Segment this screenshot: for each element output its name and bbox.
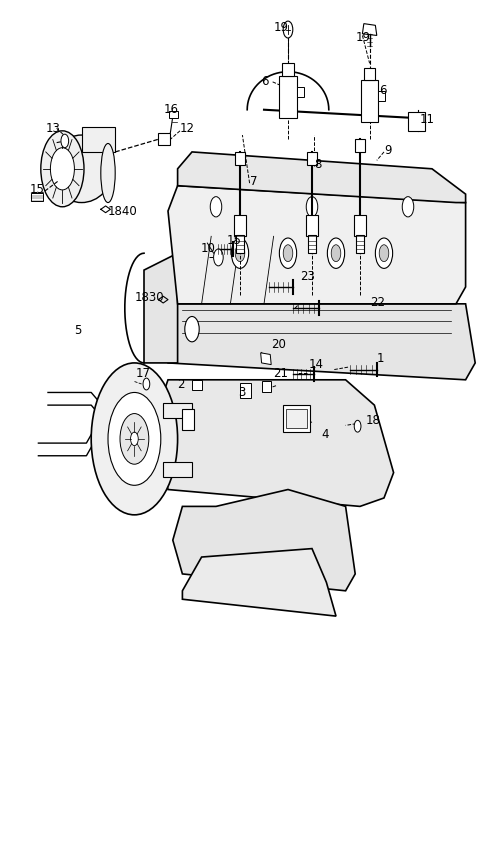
- Text: 6: 6: [379, 84, 387, 97]
- Ellipse shape: [50, 135, 113, 203]
- Polygon shape: [158, 304, 475, 380]
- Bar: [282, 63, 294, 76]
- Circle shape: [185, 316, 199, 342]
- Text: 13: 13: [46, 122, 60, 135]
- Bar: [378, 91, 385, 101]
- Text: 1830: 1830: [134, 290, 164, 304]
- Bar: [286, 409, 307, 428]
- Bar: [163, 403, 192, 418]
- Bar: [297, 87, 304, 97]
- Text: 22: 22: [371, 295, 385, 309]
- Polygon shape: [261, 353, 271, 365]
- Circle shape: [214, 249, 223, 266]
- Bar: [82, 127, 115, 152]
- Bar: [182, 409, 194, 430]
- Text: 9: 9: [384, 143, 392, 157]
- Polygon shape: [168, 186, 466, 304]
- Circle shape: [120, 414, 149, 464]
- Ellipse shape: [101, 143, 115, 203]
- Circle shape: [327, 238, 345, 268]
- Circle shape: [231, 238, 249, 268]
- Bar: [364, 68, 375, 80]
- Bar: [192, 380, 202, 390]
- Circle shape: [91, 363, 178, 515]
- Circle shape: [131, 432, 138, 446]
- Polygon shape: [178, 152, 466, 203]
- Text: 1: 1: [377, 352, 384, 365]
- Text: 11: 11: [420, 113, 435, 127]
- Bar: [307, 152, 317, 165]
- Circle shape: [235, 245, 245, 262]
- Polygon shape: [182, 549, 336, 616]
- Circle shape: [210, 197, 222, 217]
- Text: 18: 18: [366, 414, 381, 427]
- Circle shape: [283, 21, 293, 38]
- Bar: [163, 462, 192, 477]
- Text: 4: 4: [322, 428, 329, 441]
- Bar: [235, 152, 245, 165]
- Bar: [262, 381, 271, 392]
- Circle shape: [379, 245, 389, 262]
- Circle shape: [375, 238, 393, 268]
- Text: 8: 8: [314, 158, 322, 171]
- Polygon shape: [154, 380, 394, 506]
- Circle shape: [108, 392, 161, 485]
- Circle shape: [61, 134, 69, 148]
- Text: 12: 12: [180, 122, 195, 135]
- Text: 15: 15: [227, 234, 241, 247]
- Text: 2: 2: [178, 377, 185, 391]
- Bar: [283, 405, 310, 432]
- Bar: [158, 133, 170, 145]
- Polygon shape: [362, 24, 377, 35]
- Bar: [234, 215, 246, 236]
- Text: 14: 14: [309, 358, 324, 371]
- Bar: [354, 215, 366, 236]
- Text: 7: 7: [250, 175, 257, 188]
- Bar: [279, 76, 297, 118]
- Circle shape: [354, 420, 361, 432]
- Text: 17: 17: [135, 366, 150, 380]
- Circle shape: [306, 197, 318, 217]
- Text: 15: 15: [30, 183, 45, 197]
- Circle shape: [50, 148, 74, 190]
- Text: 10: 10: [201, 242, 216, 256]
- Bar: [361, 80, 378, 122]
- Text: 5: 5: [74, 324, 82, 338]
- Circle shape: [41, 131, 84, 207]
- Circle shape: [279, 238, 297, 268]
- Circle shape: [283, 245, 293, 262]
- Text: 23: 23: [300, 270, 315, 284]
- Circle shape: [331, 245, 341, 262]
- Text: 3: 3: [239, 386, 246, 399]
- Circle shape: [143, 378, 150, 390]
- Text: 19: 19: [355, 31, 370, 45]
- Bar: [169, 111, 178, 118]
- Bar: [355, 139, 365, 152]
- Bar: [240, 383, 251, 398]
- Text: 21: 21: [274, 366, 288, 380]
- Bar: [236, 235, 244, 253]
- Polygon shape: [144, 253, 178, 363]
- Circle shape: [402, 197, 414, 217]
- Text: 1840: 1840: [108, 204, 138, 218]
- Bar: [306, 215, 318, 236]
- Bar: [31, 193, 43, 201]
- Polygon shape: [173, 490, 355, 591]
- Bar: [308, 235, 316, 253]
- Text: 6: 6: [262, 75, 269, 89]
- Bar: [408, 112, 425, 131]
- Text: 16: 16: [163, 103, 178, 116]
- Text: 19: 19: [274, 20, 288, 34]
- Text: 20: 20: [271, 338, 286, 351]
- Bar: [356, 235, 364, 253]
